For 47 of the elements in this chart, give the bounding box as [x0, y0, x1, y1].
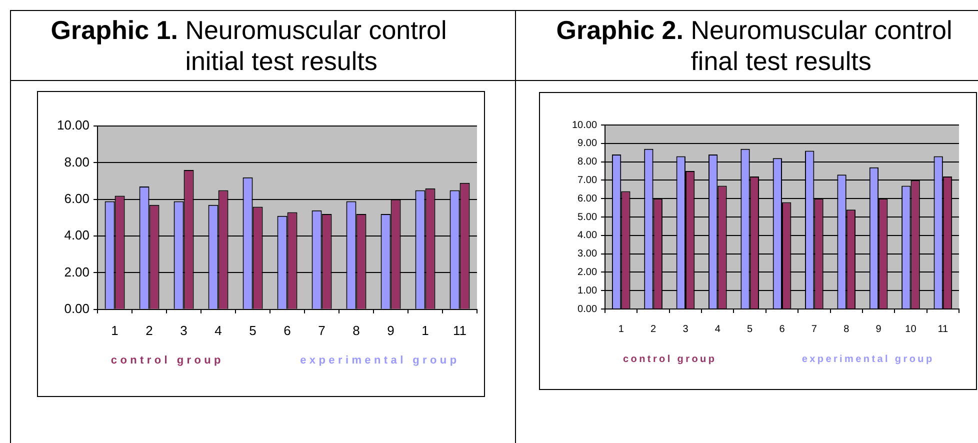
x-tick-label: 6	[284, 322, 291, 338]
y-tick-label: 1.00	[578, 285, 598, 296]
y-tick-label: 5.00	[578, 212, 598, 223]
x-tick-label: 9	[876, 324, 882, 335]
text: experimental group	[802, 354, 934, 365]
x-tick-label: 8	[352, 322, 360, 338]
x-tick-label: 7	[811, 324, 818, 335]
x-tick-label: 11	[453, 322, 466, 338]
y-tick-label: 10.00	[56, 118, 90, 133]
x-tick-label: 2	[146, 322, 153, 338]
y-tick-label: 2.00	[578, 266, 598, 278]
y-tick-label: 3.00	[578, 248, 598, 260]
y-tick-label: 10.00	[572, 120, 598, 131]
chart-subtitle: Neuromuscular control final test results	[690, 14, 954, 76]
y-tick-label: 4.00	[64, 228, 90, 243]
y-tick-label: 8.00	[64, 154, 90, 170]
chart-title: Graphic 1.	[50, 14, 178, 44]
x-tick-label: 5	[747, 324, 754, 335]
x-tick-label: 4	[214, 322, 222, 338]
y-tick-label: 0.00	[64, 300, 90, 316]
y-tick-label: 0.00	[578, 304, 598, 315]
text: control group	[623, 354, 717, 365]
y-tick-label: 9.00	[578, 138, 598, 150]
text: control group	[110, 354, 224, 366]
text: experimental group	[300, 354, 460, 366]
x-tick-label: 1	[111, 322, 118, 338]
x-tick-label: 8	[844, 324, 850, 335]
y-tick-label: 6.00	[578, 193, 598, 204]
x-tick-label: 5	[249, 322, 256, 338]
x-tick-label: 10	[905, 324, 917, 335]
x-tick-label: 7	[318, 322, 326, 338]
y-tick-label: 6.00	[64, 190, 90, 206]
y-tick-label: 2.00	[64, 264, 90, 280]
y-tick-label: 4.00	[578, 230, 598, 242]
x-tick-label: 6	[779, 324, 786, 335]
x-tick-label: 1	[618, 324, 624, 335]
x-tick-label: 4	[714, 324, 721, 335]
x-tick-label: 1	[422, 322, 429, 338]
y-tick-label: 7.00	[578, 174, 598, 186]
x-tick-label: 9	[387, 322, 394, 338]
x-tick-label: 3	[682, 324, 689, 335]
y-tick-label: 8.00	[578, 156, 598, 168]
x-tick-label: 3	[180, 322, 188, 338]
x-tick-label: 2	[650, 324, 657, 335]
chart-subtitle: Neuromuscular control initial test results	[185, 14, 448, 76]
x-tick-label: 11	[938, 324, 949, 335]
chart-title: Graphic 2.	[556, 14, 684, 44]
